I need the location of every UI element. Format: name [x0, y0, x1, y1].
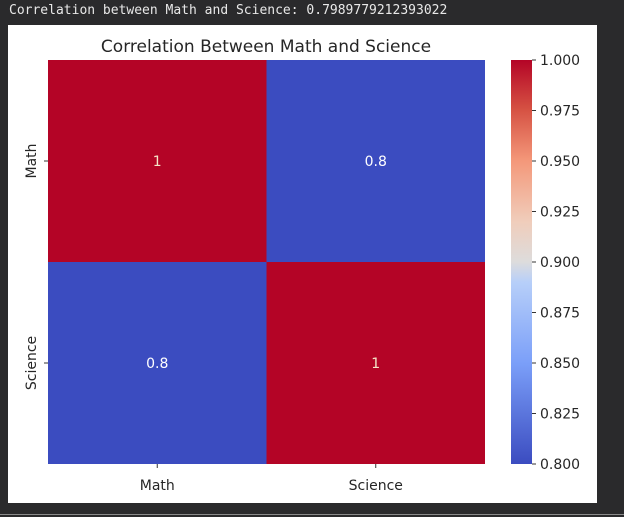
cell-annotation: 0.8	[146, 356, 168, 372]
colorbar-tick-label: 0.825	[540, 407, 580, 423]
chart-title: Correlation Between Math and Science	[101, 37, 431, 57]
console-output: Correlation between Math and Science: 0.…	[9, 3, 448, 18]
cell-annotation: 1	[371, 356, 380, 372]
colorbar-tick-label: 0.950	[540, 154, 580, 170]
colorbar-tick-label: 0.975	[540, 104, 580, 120]
cell-annotation: 0.8	[365, 154, 387, 170]
colorbar-tick-label: 0.850	[540, 356, 580, 372]
colorbar	[511, 60, 532, 464]
colorbar-tick-label: 1.000	[540, 53, 580, 69]
colorbar-tick-label: 0.800	[540, 457, 580, 473]
heatmap-cell	[266, 262, 485, 464]
cell-annotation: 1	[153, 154, 162, 170]
heatmap-cell	[48, 262, 267, 464]
y-tick-label: Science	[24, 336, 40, 390]
colorbar-tick-label: 0.875	[540, 306, 580, 322]
heatmap-cell	[266, 60, 485, 262]
colorbar-tick-label: 0.900	[540, 255, 580, 271]
heatmap-cell	[48, 60, 267, 262]
colorbar-tick-label: 0.925	[540, 205, 580, 221]
divider	[0, 514, 624, 515]
x-tick-label: Science	[349, 478, 403, 494]
x-tick-label: Math	[140, 478, 175, 494]
y-tick-label: Math	[24, 143, 40, 178]
